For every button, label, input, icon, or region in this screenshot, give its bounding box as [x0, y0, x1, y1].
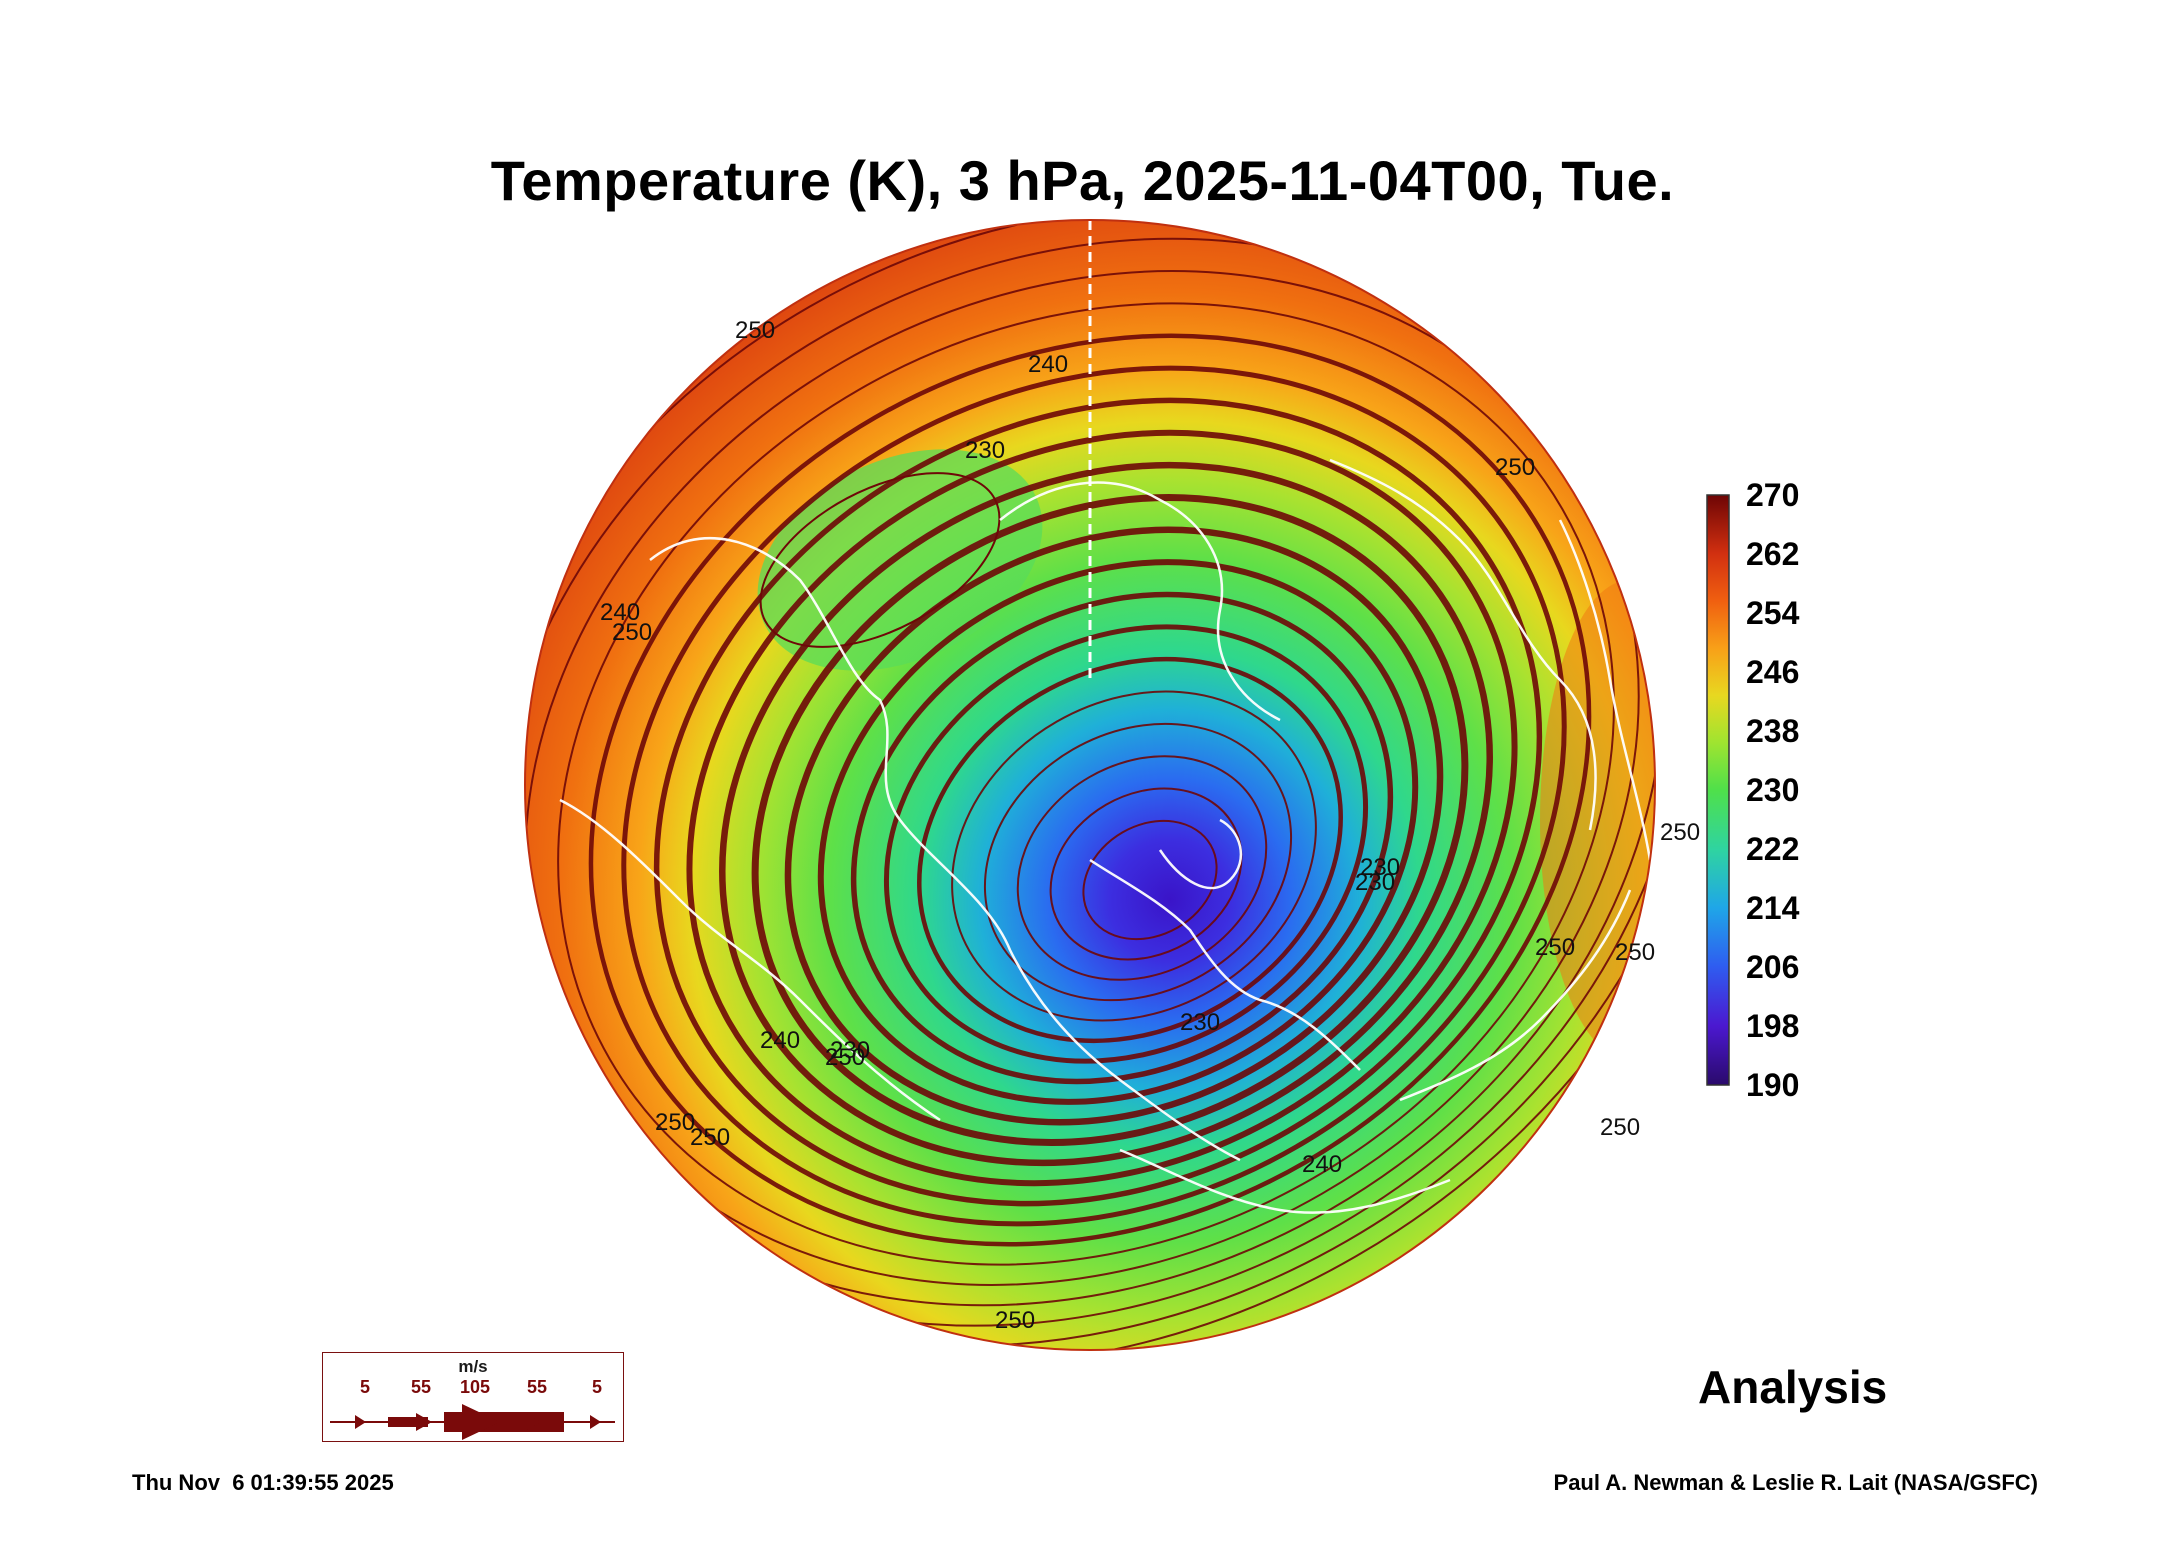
- colorbar-tick-label: 270: [1746, 477, 1800, 513]
- contour-label: 240: [600, 599, 640, 626]
- contour-label: 250: [655, 1109, 695, 1136]
- scale-arrow-5: [355, 1415, 366, 1429]
- coastline-2: [999, 481, 1281, 722]
- scale-arrow-105: [462, 1404, 500, 1440]
- contour-label: 250: [825, 1044, 865, 1071]
- colorbar-tick-label: 214: [1746, 890, 1800, 926]
- coastline-5: [559, 798, 941, 1122]
- colorbar-tick-label: 246: [1746, 654, 1800, 690]
- contour-label: 250: [735, 317, 775, 344]
- scale-arrow-55: [416, 1413, 432, 1431]
- colorbar-tick-label: 254: [1746, 595, 1800, 631]
- colorbar-tick-label: 190: [1746, 1067, 1800, 1103]
- contour-label: 250: [612, 619, 652, 646]
- coastline-6: [1119, 1148, 1451, 1214]
- streamline: [917, 656, 1343, 1044]
- legend-speed: 55: [410, 1377, 432, 1397]
- streamline: [850, 591, 1394, 1085]
- footer-timestamp: Thu Nov 6 01:39:55 2025: [132, 1470, 394, 1495]
- legend-speed: 55: [526, 1377, 548, 1397]
- temperature-field: [525, 220, 1655, 1350]
- streamline: [951, 690, 1317, 1022]
- colorbar-tick-label: 238: [1746, 713, 1800, 749]
- legend-unit: m/s: [458, 1357, 488, 1376]
- chart-title: Temperature (K), 3 hPa, 2025-11-04T00, T…: [490, 149, 1675, 212]
- streamline: [1049, 787, 1243, 961]
- analysis-label: Analysis: [1698, 1361, 1888, 1413]
- contour-label: 250: [1535, 934, 1575, 961]
- coastline-3: [1329, 458, 1597, 831]
- contour-label: 250: [690, 1124, 730, 1151]
- coastline-7: [1399, 889, 1632, 1102]
- scale-arrow-55b: [525, 1413, 541, 1431]
- streamline: [1016, 755, 1268, 981]
- legend-speed: 5: [591, 1377, 603, 1397]
- colorbar-tick-label: 262: [1746, 536, 1800, 572]
- streamline: [557, 302, 1615, 1266]
- globe-outline: [524, 219, 1656, 1351]
- colorbar-tick-label: 222: [1746, 831, 1800, 867]
- contour-label: 250: [995, 1307, 1035, 1334]
- coastline-9: [1558, 519, 1652, 861]
- colorbar-tick-label: 198: [1746, 1008, 1800, 1044]
- contour-label: 250: [1660, 819, 1700, 846]
- wind-streamlines: [525, 220, 1655, 1350]
- contour-label: 250: [1615, 939, 1655, 966]
- contour-label: 230: [1355, 869, 1395, 896]
- streamline: [751, 494, 1469, 1146]
- coastline-4: [1089, 858, 1361, 1071]
- contour-label: 240: [1302, 1151, 1342, 1178]
- contour-label: 250: [1600, 1114, 1640, 1141]
- contour-label: 250: [1495, 454, 1535, 481]
- streamline: [784, 526, 1444, 1126]
- contour-label: 230: [830, 1037, 870, 1064]
- footer-credit: Paul A. Newman & Leslie R. Lait (NASA/GS…: [1553, 1470, 2038, 1495]
- streamline: [588, 333, 1592, 1247]
- contour-label: 230: [965, 437, 1005, 464]
- coastlines: [559, 458, 1652, 1214]
- streamline: [653, 397, 1543, 1207]
- streamline: [621, 365, 1567, 1227]
- coastline-8: [1158, 818, 1243, 890]
- streamline: [719, 461, 1493, 1167]
- contour-label: 240: [760, 1027, 800, 1054]
- coastline-1: [649, 537, 1241, 1162]
- contour-label: 230: [1360, 854, 1400, 881]
- colorbar: [1706, 494, 1730, 1086]
- contour-label: 240: [1028, 351, 1068, 378]
- scale-arrow-5b: [590, 1415, 601, 1429]
- streamline: [983, 722, 1293, 1002]
- contour-label: 230: [1180, 1009, 1220, 1036]
- streamline: [817, 559, 1419, 1105]
- warm-region-east: [1540, 580, 1655, 1060]
- wind-speed-scale: [330, 1404, 615, 1440]
- legend-speed: 105: [459, 1377, 491, 1397]
- streamline: [1082, 819, 1218, 941]
- streamline: [686, 429, 1518, 1187]
- streamline: [883, 624, 1369, 1064]
- legend-speed: 5: [359, 1377, 371, 1397]
- wind-legend: m/s 5 55 105 55 5: [322, 1352, 624, 1442]
- streamline: [759, 472, 1001, 648]
- colorbar-tick-label: 206: [1746, 949, 1800, 985]
- colorbar-tick-label: 230: [1746, 772, 1800, 808]
